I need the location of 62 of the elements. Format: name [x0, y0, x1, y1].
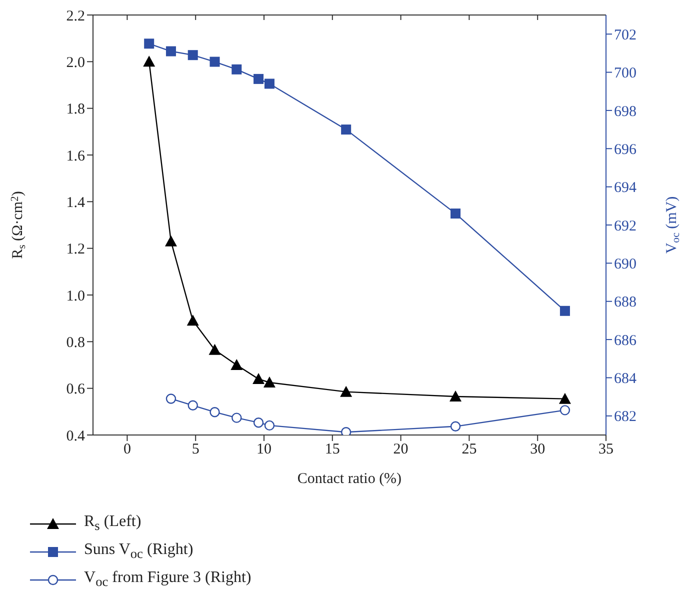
y-tick-label: 0.4 — [66, 428, 86, 444]
x-tick-label: 25 — [462, 442, 477, 458]
y2-tick-label: 684 — [614, 371, 637, 388]
point — [188, 400, 198, 411]
point — [210, 56, 220, 67]
point — [450, 421, 461, 432]
y-tick-label: 1.0 — [66, 288, 85, 304]
point — [340, 386, 352, 397]
y2-tick-label: 692 — [614, 218, 636, 234]
y2-tick-label: 690 — [614, 256, 636, 273]
y2-tick-label: 688 — [614, 294, 636, 311]
legend-label: R$_{s}$ (Left) — [84, 512, 142, 536]
x-tick-label: 20 — [393, 442, 408, 458]
point — [560, 306, 570, 316]
point — [560, 405, 570, 416]
point — [264, 78, 274, 89]
y-tick-label: 0.8 — [66, 334, 85, 351]
point — [450, 390, 462, 402]
point — [166, 394, 176, 404]
point — [558, 392, 571, 404]
y2-tick-label: 682 — [614, 409, 636, 426]
point — [254, 74, 264, 84]
legend-label: V$_{oc}$ from Figure 3 (Right) — [84, 568, 252, 592]
point — [450, 208, 461, 219]
point — [186, 314, 199, 326]
point — [143, 56, 156, 67]
point — [232, 412, 242, 423]
x-tick-label: 35 — [598, 442, 614, 458]
point — [210, 406, 220, 418]
point — [188, 50, 198, 60]
point — [166, 46, 176, 56]
point — [340, 427, 352, 435]
y2-tick-label: 702 — [614, 27, 636, 44]
point — [208, 344, 221, 355]
point — [264, 420, 275, 431]
x-tick-label: 0 — [123, 442, 131, 458]
y-tick-label: 1.2 — [66, 242, 85, 258]
x-tick-label: 5 — [192, 442, 200, 458]
y2-tick-label: 698 — [614, 104, 636, 120]
x-axis-title: Contact ratio (%) — [297, 471, 402, 487]
y-tick-label: 0.6 — [66, 382, 86, 398]
legend-label: Suns V$_{oc}$ (Right) — [84, 540, 194, 564]
point — [230, 359, 243, 370]
y2-tick-label: 694 — [614, 180, 637, 196]
y-tick-label: 1.4 — [66, 194, 86, 211]
x-tick-label: 10 — [256, 442, 272, 458]
point — [341, 124, 352, 135]
y-tick-label: 2.0 — [66, 54, 85, 71]
point — [164, 235, 177, 246]
point — [263, 376, 276, 388]
y-tick-label: 2.2 — [66, 8, 85, 24]
point — [144, 38, 154, 49]
y-tick-label: 1.6 — [66, 148, 86, 164]
y2-tick-label: 696 — [614, 142, 637, 158]
point — [232, 64, 242, 74]
x-tick-label: 30 — [530, 442, 546, 458]
point — [253, 417, 264, 428]
x-tick-label: 15 — [324, 442, 340, 458]
point — [252, 373, 265, 384]
y2-tick-label: 686 — [614, 332, 637, 349]
y2-tick-label: 700 — [614, 66, 636, 82]
y-tick-label: 1.8 — [66, 102, 85, 118]
